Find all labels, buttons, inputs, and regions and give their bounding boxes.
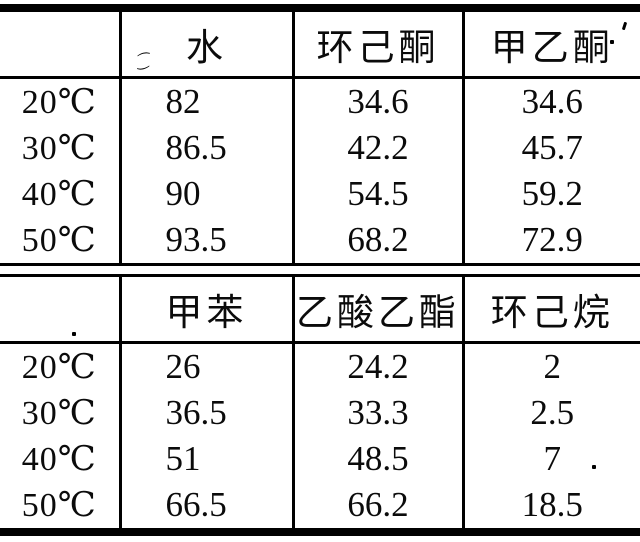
data-cell: 24.2 xyxy=(291,342,463,390)
data-cell: 93.5 xyxy=(118,217,293,265)
table-row: 30℃ 86.5 42.2 45.7 xyxy=(0,125,640,171)
table-row: 40℃ 51 48.5 7 xyxy=(0,436,640,482)
column-header-ethyl-acetate: 乙酸乙酯 xyxy=(291,275,463,344)
data-cell: 33.3 xyxy=(291,390,463,436)
data-cell: 2.5 xyxy=(461,390,640,436)
data-cell: 66.5 xyxy=(118,482,293,532)
table-row: 20℃ 82 34.6 34.6 xyxy=(0,77,640,125)
data-cell: 82 xyxy=(118,77,293,125)
data-cell: 36.5 xyxy=(118,390,293,436)
table-row: 50℃ 66.5 66.2 18.5 xyxy=(0,482,640,532)
row-label: 30℃ xyxy=(21,130,97,167)
table-bottom-header: 甲苯 乙酸乙酯 环己烷 xyxy=(0,275,640,344)
data-cell: 34.6 xyxy=(291,77,463,125)
scan-speck xyxy=(72,332,76,336)
data-cell: 68.2 xyxy=(291,217,463,265)
data-cell: 18.5 xyxy=(461,482,640,532)
data-cell: 66.2 xyxy=(291,482,463,532)
data-cell: 54.5 xyxy=(291,171,463,217)
column-header-cyclohexane: 环己烷 xyxy=(461,275,640,344)
table-row: 30℃ 36.5 33.3 2.5 xyxy=(0,390,640,436)
row-label: 50℃ xyxy=(21,222,97,259)
row-label: 20℃ xyxy=(21,84,97,121)
data-cell: 42.2 xyxy=(291,125,463,171)
scan-speck xyxy=(592,465,596,469)
table-row: 50℃ 93.5 68.2 72.9 xyxy=(0,217,640,265)
data-cell: 90 xyxy=(118,171,293,217)
column-header-water: 水 xyxy=(118,8,293,79)
data-cell: 72.9 xyxy=(461,217,640,265)
scan-speck xyxy=(610,40,614,44)
column-header-cyclohexanone: 环己酮 xyxy=(291,8,463,79)
data-cell: 48.5 xyxy=(291,436,463,482)
row-label: 20℃ xyxy=(21,349,97,386)
data-cell: 45.7 xyxy=(461,125,640,171)
data-cell: 26 xyxy=(118,342,293,390)
data-cell: 51 xyxy=(118,436,293,482)
solubility-table-bottom: 甲苯 乙酸乙酯 环己烷 20℃ 26 24.2 2 30℃ 36.5 33.3 … xyxy=(0,274,640,536)
row-label: 30℃ xyxy=(21,395,97,432)
data-cell: 34.6 xyxy=(461,77,640,125)
corner-cell xyxy=(0,275,120,344)
table-top-header: 水 环己酮 甲乙酮 xyxy=(0,8,640,79)
row-label: 40℃ xyxy=(21,441,97,478)
data-cell: 59.2 xyxy=(461,171,640,217)
header-row: 水 环己酮 甲乙酮 xyxy=(0,8,640,79)
solubility-table-top: 水 环己酮 甲乙酮 20℃ 82 34.6 34.6 30℃ 86.5 42.2… xyxy=(0,4,640,266)
column-header-toluene: 甲苯 xyxy=(118,275,293,344)
row-label: 50℃ xyxy=(21,487,97,524)
data-cell: 86.5 xyxy=(118,125,293,171)
header-row: 甲苯 乙酸乙酯 环己烷 xyxy=(0,275,640,344)
data-cell: 7 xyxy=(461,436,640,482)
table-row: 40℃ 90 54.5 59.2 xyxy=(0,171,640,217)
table-row: 20℃ 26 24.2 2 xyxy=(0,342,640,390)
corner-cell xyxy=(0,8,120,79)
data-cell: 2 xyxy=(461,342,640,390)
row-label: 40℃ xyxy=(21,176,97,213)
